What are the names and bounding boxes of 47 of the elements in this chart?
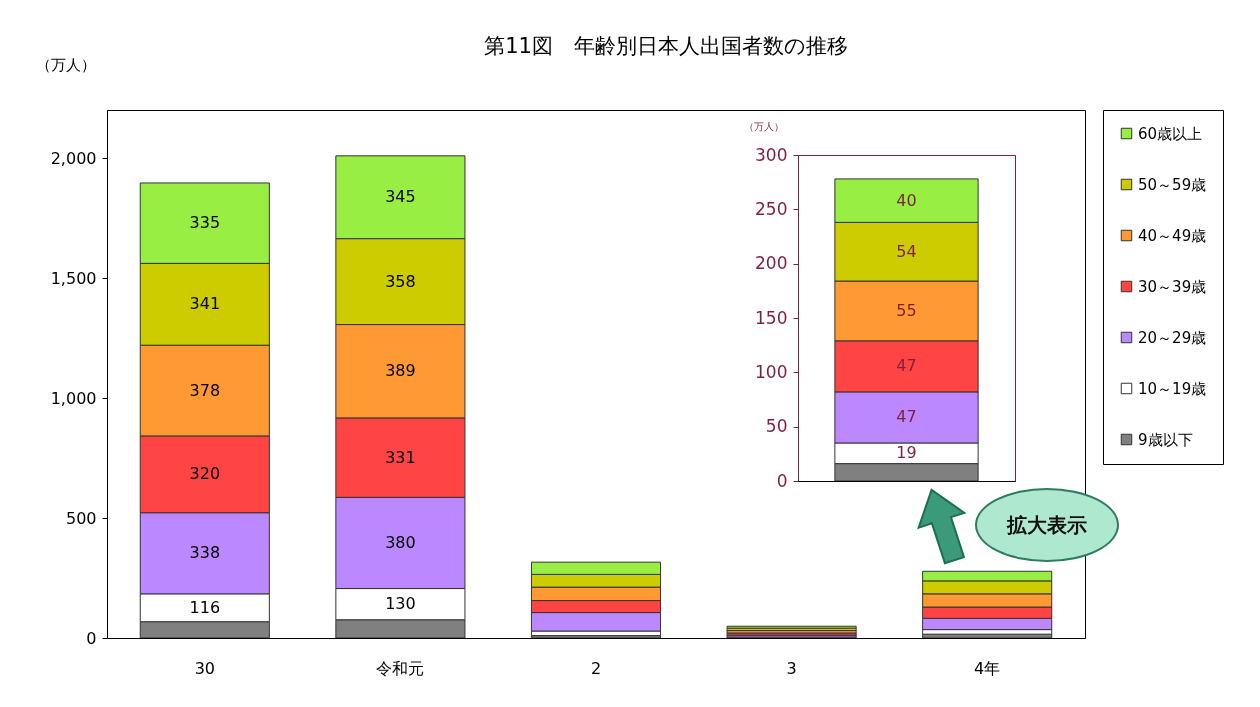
data-label: 19: [896, 443, 917, 463]
annotation: 拡大表示: [1007, 511, 1087, 539]
y-tick-label: 1,000: [50, 388, 97, 408]
data-label: 335: [189, 213, 221, 233]
y-tick-label: 50: [765, 416, 788, 437]
data-label: 341: [189, 294, 221, 314]
data-label: 358: [385, 271, 416, 291]
data-label: 338: [189, 543, 221, 563]
y-axis-title: （万人）: [35, 55, 96, 74]
y-tick-label: 0: [776, 470, 788, 491]
data-label: 320: [189, 464, 221, 484]
legend-label: 20～29歳: [1138, 328, 1207, 347]
y-tick-label: 1,500: [50, 268, 97, 288]
data-label: 389: [385, 361, 416, 381]
x-tick-label: 令和元: [376, 658, 425, 678]
legend-label: 40～49歳: [1138, 226, 1207, 245]
x-tick-label: 4年: [974, 658, 1001, 678]
data-label: 130: [385, 594, 416, 614]
data-label: 47: [896, 356, 917, 376]
legend-label: 60歳以上: [1138, 124, 1203, 143]
y-tick-label: 2,000: [50, 148, 97, 168]
y-tick-label: 300: [755, 144, 788, 165]
speech-bubble: 拡大表示: [975, 488, 1119, 562]
y-tick-label: 100: [755, 361, 788, 382]
data-label: 54: [896, 241, 917, 261]
x-tick-label: 2: [590, 658, 602, 678]
legend-label: 9歳以下: [1138, 430, 1193, 449]
y-tick-label: 0: [86, 628, 97, 648]
legend-label: 10～19歳: [1138, 379, 1207, 398]
data-label: 345: [385, 187, 416, 207]
y-axis-title: （万人）: [743, 120, 784, 132]
data-label: 116: [189, 597, 221, 617]
y-tick-label: 150: [755, 307, 788, 328]
x-tick-label: 3: [786, 658, 797, 678]
data-label: 40: [896, 190, 917, 210]
chart-title: 第11図 年齢別日本人出国者数の推移: [484, 34, 848, 58]
data-label: 378: [189, 380, 221, 400]
data-label: 55: [896, 300, 917, 320]
legend-label: 30～39歳: [1138, 277, 1207, 296]
y-tick-label: 500: [65, 508, 97, 528]
data-label: 380: [385, 532, 416, 552]
legend-label: 50～59歳: [1138, 175, 1207, 194]
y-tick-label: 250: [755, 198, 788, 219]
y-tick-label: 200: [755, 253, 788, 274]
x-tick-label: 30: [194, 658, 215, 678]
data-label: 47: [896, 407, 917, 427]
data-label: 331: [385, 447, 416, 467]
